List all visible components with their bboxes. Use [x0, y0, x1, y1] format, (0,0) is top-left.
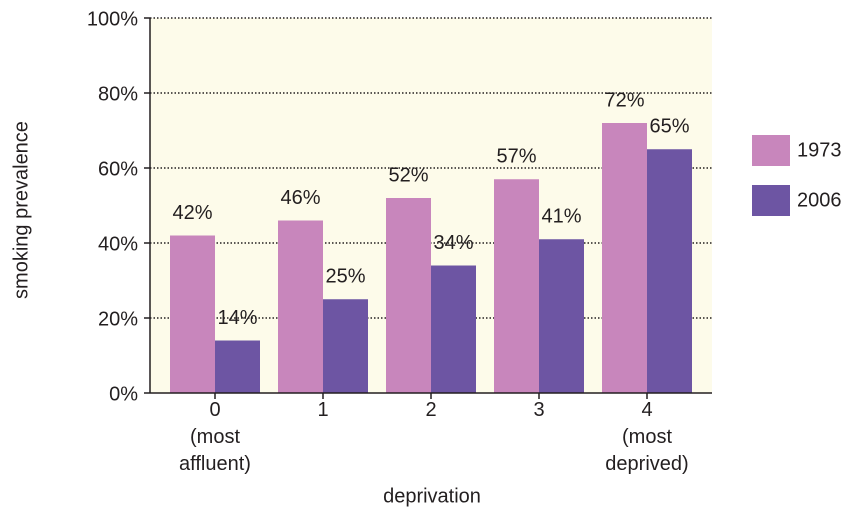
x-tick-label: 2: [425, 399, 436, 421]
value-label: 42%: [172, 202, 212, 224]
value-label: 46%: [280, 187, 320, 209]
x-axis-label: deprivation: [383, 485, 481, 507]
value-label: 52%: [388, 164, 428, 186]
legend-label: 1973: [797, 139, 842, 161]
y-tick-label: 40%: [98, 233, 138, 255]
value-label: 72%: [604, 89, 644, 111]
value-label: 41%: [541, 206, 581, 228]
value-label: 25%: [325, 266, 365, 288]
legend-label: 2006: [797, 189, 842, 211]
y-tick-label: 20%: [98, 308, 138, 330]
x-tick-label: 1: [317, 399, 328, 421]
bar: [386, 198, 431, 393]
value-label: 14%: [217, 307, 257, 329]
bar: [602, 123, 647, 393]
y-axis-label: smoking prevalence: [10, 121, 32, 299]
value-label: 65%: [649, 116, 689, 138]
x-tick-label: 4 (most deprived): [605, 399, 688, 475]
bar: [539, 239, 584, 393]
bar: [323, 299, 368, 393]
x-tick-label: 3: [533, 399, 544, 421]
value-label: 57%: [496, 146, 536, 168]
y-tick-label: 100%: [87, 8, 138, 30]
value-label: 34%: [433, 232, 473, 254]
bar: [170, 235, 215, 393]
bar: [431, 265, 476, 393]
legend-swatch: [752, 135, 790, 166]
bar: [215, 340, 260, 393]
y-tick-label: 0%: [109, 383, 138, 405]
legend-swatch: [752, 185, 790, 216]
y-tick-label: 60%: [98, 158, 138, 180]
y-tick-label: 80%: [98, 83, 138, 105]
bar: [278, 220, 323, 393]
bar: [494, 179, 539, 393]
bar: [647, 149, 692, 393]
x-tick-label: 0 (most affluent): [179, 399, 251, 475]
